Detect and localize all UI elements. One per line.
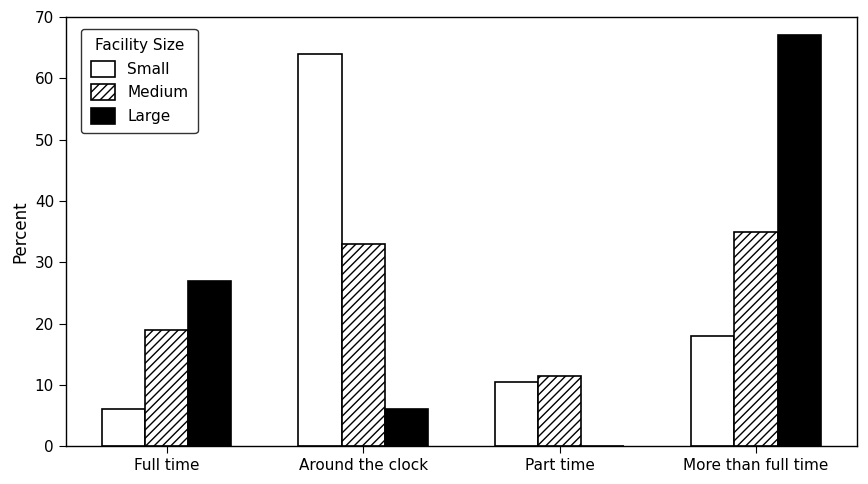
Bar — [734, 232, 778, 446]
Bar — [538, 376, 582, 446]
Bar — [385, 409, 428, 446]
Legend: Small, Medium, Large: Small, Medium, Large — [82, 29, 198, 133]
Bar — [691, 336, 734, 446]
Bar — [188, 281, 232, 446]
Bar — [299, 54, 341, 446]
Bar — [145, 330, 188, 446]
Bar — [102, 409, 145, 446]
Bar — [495, 382, 538, 446]
Bar — [341, 244, 385, 446]
Y-axis label: Percent: Percent — [11, 200, 30, 263]
Bar — [778, 35, 821, 446]
